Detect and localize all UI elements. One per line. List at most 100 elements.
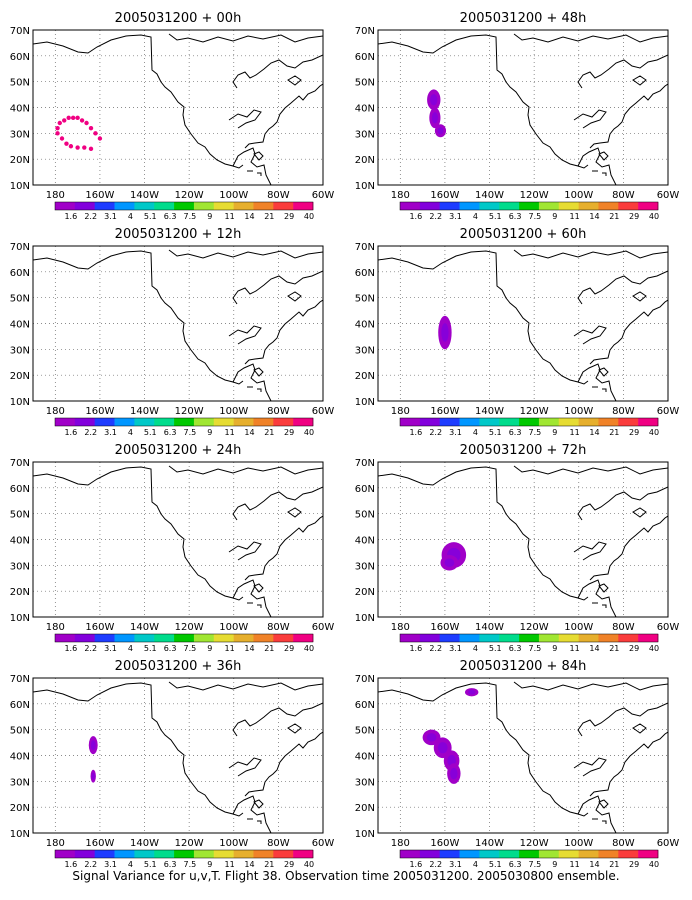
coastline — [33, 249, 323, 401]
x-tick-label: 60W — [657, 190, 680, 201]
panel-title: 2005031200 + 84h — [460, 659, 587, 674]
colorbar-swatch — [213, 418, 234, 426]
map-area: 70N 60N 50N 40N 30N 20N 10N 180 160W 140W 120W 100W… — [355, 26, 680, 221]
colorbar-swatch — [154, 202, 175, 210]
colorbar-swatch — [154, 418, 175, 426]
colorbar-swatch — [293, 202, 314, 210]
colorbar-swatch — [94, 850, 115, 858]
y-tick-label: 70N — [10, 242, 30, 253]
colorbar-label: 1.6 — [64, 428, 77, 437]
variance-dot — [59, 136, 65, 141]
x-tick-label: 180 — [391, 406, 410, 417]
x-tick-label: 80W — [267, 406, 290, 417]
colorbar-label: 21 — [264, 644, 274, 653]
map-frame — [377, 677, 669, 834]
y-tick-label: 70N — [355, 674, 375, 685]
y-tick-label: 70N — [10, 458, 30, 469]
colorbar-swatch — [134, 850, 155, 858]
colorbar-label: 3.1 — [449, 428, 462, 437]
colorbar-swatch — [174, 418, 195, 426]
panel-title: 2005031200 + 60h — [460, 227, 587, 242]
colorbar-label: 14 — [244, 860, 254, 869]
colorbar-swatch — [419, 418, 440, 426]
variance-dot — [62, 118, 67, 123]
y-tick-label: 20N — [355, 803, 375, 814]
colorbar-label: 14 — [589, 860, 599, 869]
colorbar-label: 40 — [649, 212, 659, 221]
variance-contour — [430, 94, 438, 106]
colorbar-label: 40 — [304, 428, 314, 437]
colorbar-swatch — [253, 634, 274, 642]
colorbar-label: 5.1 — [489, 212, 502, 221]
colorbar-label: 4 — [473, 644, 478, 653]
colorbar-label: 14 — [244, 644, 254, 653]
y-tick-label: 30N — [10, 777, 30, 788]
colorbar-label: 9 — [207, 644, 212, 653]
y-tick-label: 10N — [10, 181, 30, 192]
x-tick-label: 180 — [391, 838, 410, 849]
y-tick-label: 50N — [355, 726, 375, 737]
colorbar-label: 1.6 — [64, 212, 77, 221]
colorbar-swatch — [499, 202, 520, 210]
colorbar-swatch — [638, 418, 659, 426]
colorbar-label: 29 — [629, 860, 639, 869]
colorbar-label: 40 — [304, 212, 314, 221]
y-tick-label: 10N — [355, 613, 375, 624]
colorbar-swatch — [273, 850, 294, 858]
colorbar-swatch — [55, 634, 76, 642]
x-tick-label: 100W — [564, 190, 593, 201]
colorbar-frame — [54, 417, 314, 427]
colorbar-label: 1.6 — [409, 860, 422, 869]
colorbar-swatch — [618, 850, 639, 858]
colorbar-swatch — [419, 850, 440, 858]
y-tick-label: 50N — [10, 294, 30, 305]
y-tick-label: 20N — [355, 371, 375, 382]
colorbar-label: 4 — [128, 212, 133, 221]
y-tick-label: 30N — [355, 777, 375, 788]
variance-dot — [55, 125, 60, 131]
colorbar-label: 40 — [304, 860, 314, 869]
x-tick-label: 140W — [130, 838, 159, 849]
colorbar-label: 4 — [128, 428, 133, 437]
colorbar-swatch — [193, 634, 215, 642]
map-area: 70N 60N 50N 40N 30N 20N 10N 180 160W 140W 120W 100W… — [10, 242, 335, 437]
colorbar-swatch — [479, 418, 500, 426]
map-panel: 2005031200 + 60h 70N 60N 50N 40N 30N 20N 10N 180… — [355, 227, 680, 437]
panel-title: 2005031200 + 24h — [115, 443, 242, 458]
x-tick-label: 120W — [175, 622, 204, 633]
colorbar-swatch — [400, 202, 421, 210]
y-tick-label: 30N — [355, 345, 375, 356]
x-tick-label: 100W — [564, 838, 593, 849]
colorbar-swatch — [459, 418, 480, 426]
x-tick-label: 120W — [175, 838, 204, 849]
x-tick-label: 160W — [85, 622, 114, 633]
x-tick-label: 180 — [46, 838, 65, 849]
colorbar-label: 7.5 — [184, 428, 197, 437]
map-panel: 2005031200 + 12h 70N 60N 50N 40N 30N 20N 10N 180… — [10, 227, 335, 437]
colorbar-swatch — [253, 202, 274, 210]
colorbar-label: 11 — [570, 428, 580, 437]
colorbar-label: 9 — [552, 644, 557, 653]
colorbar-label: 9 — [552, 860, 557, 869]
colorbar-swatch — [273, 634, 294, 642]
y-tick-label: 10N — [10, 613, 30, 624]
colorbar-label: 9 — [207, 860, 212, 869]
x-tick-label: 140W — [130, 622, 159, 633]
map-panel: 2005031200 + 24h 70N 60N 50N 40N 30N 20N 10N 180… — [10, 443, 335, 653]
colorbar-swatch — [94, 634, 115, 642]
y-tick-label: 40N — [355, 104, 375, 115]
colorbar-swatch — [55, 418, 76, 426]
colorbar-label: 3.1 — [104, 644, 117, 653]
colorbar-label: 29 — [284, 212, 294, 221]
colorbar-swatch — [558, 418, 579, 426]
x-tick-label: 120W — [175, 190, 204, 201]
colorbar-label: 11 — [570, 644, 580, 653]
colorbar-label: 2.2 — [84, 428, 97, 437]
colorbar-label: 14 — [589, 212, 599, 221]
y-tick-label: 30N — [10, 561, 30, 572]
y-tick-label: 10N — [355, 829, 375, 840]
variance-dot — [68, 144, 74, 149]
colorbar-swatch — [638, 634, 659, 642]
colorbar-swatch — [578, 850, 599, 858]
